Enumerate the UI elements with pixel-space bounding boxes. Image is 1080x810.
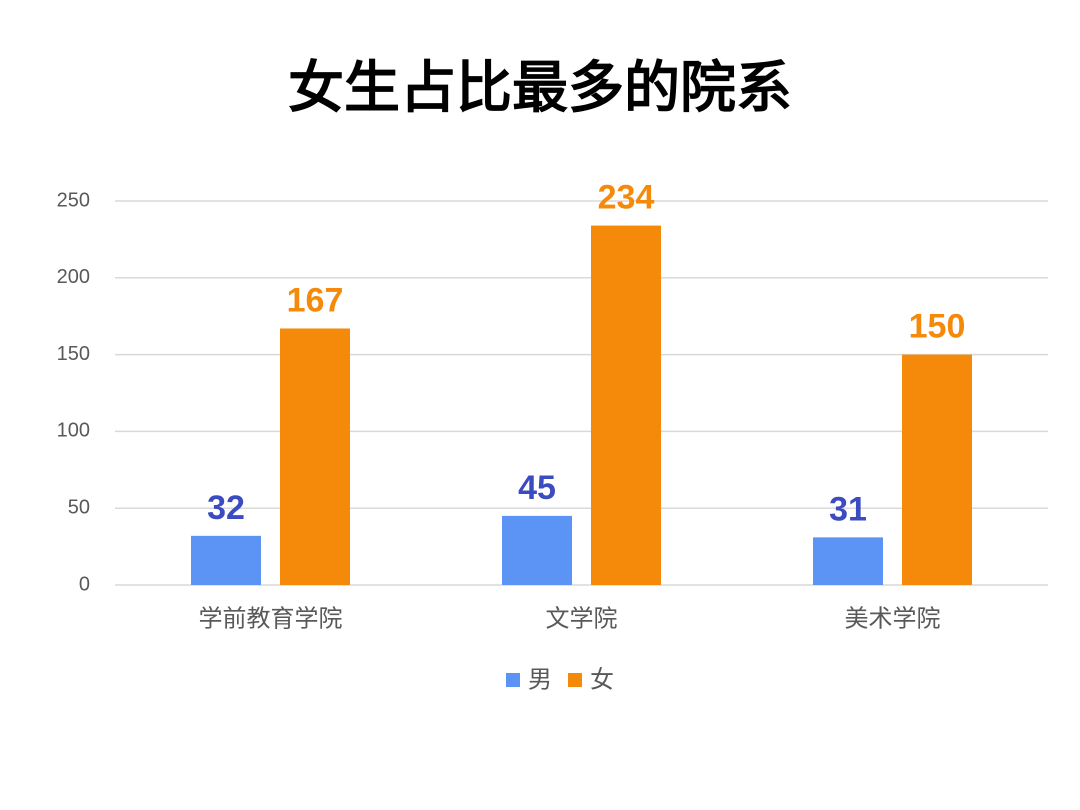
x-tick-label: 美术学院 (845, 605, 941, 632)
y-tick-label: 150 (57, 343, 90, 365)
data-label: 167 (287, 281, 344, 319)
chart-title: 女生占比最多的院系 (288, 56, 792, 119)
bar (813, 537, 883, 585)
y-tick-label: 50 (68, 496, 90, 518)
bar (502, 515, 572, 585)
y-tick-label: 200 (57, 266, 90, 288)
data-label: 45 (518, 469, 556, 507)
y-tick-label: 0 (79, 573, 90, 595)
bar (591, 225, 661, 586)
data-label: 31 (829, 490, 867, 528)
x-tick-label: 学前教育学院 (199, 605, 343, 632)
legend-label: 男 (528, 666, 552, 693)
data-label: 234 (598, 179, 655, 217)
y-tick-label: 100 (57, 420, 90, 442)
legend-swatch (568, 673, 582, 687)
data-label: 32 (207, 489, 245, 527)
x-tick-label: 文学院 (546, 605, 618, 632)
bar (280, 328, 350, 585)
bar (902, 354, 972, 585)
data-label: 150 (909, 308, 966, 346)
legend-swatch (506, 673, 520, 687)
bar (191, 535, 261, 585)
legend-label: 女 (590, 666, 614, 693)
y-tick-label: 250 (57, 189, 90, 211)
